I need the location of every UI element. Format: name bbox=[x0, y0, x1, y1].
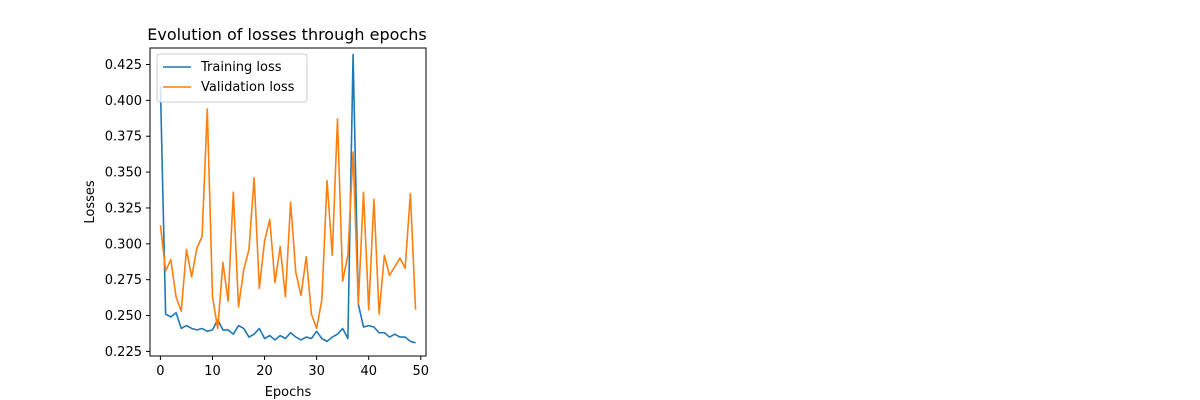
x-axis: 0 10 20 30 40 50 bbox=[156, 356, 429, 379]
series-line-training-loss bbox=[159, 53, 416, 344]
x-tick-label: 10 bbox=[204, 364, 221, 379]
legend: Training loss Validation loss bbox=[156, 53, 308, 103]
y-tick-label: 0.325 bbox=[105, 201, 142, 216]
y-tick-label: 0.425 bbox=[105, 58, 142, 73]
legend-box bbox=[156, 53, 308, 103]
plot-frame bbox=[149, 47, 427, 357]
series-line-validation-loss bbox=[159, 108, 417, 330]
legend-label-validation-loss: Validation loss bbox=[201, 80, 295, 95]
x-tick-label: 40 bbox=[360, 364, 377, 379]
x-tick-label: 50 bbox=[413, 364, 430, 379]
x-axis-label: Epochs bbox=[265, 385, 312, 400]
series-group bbox=[159, 53, 417, 344]
chart-title: Evolution of losses through epochs bbox=[147, 25, 426, 44]
y-tick-label: 0.350 bbox=[105, 166, 142, 181]
y-tick-label: 0.300 bbox=[105, 237, 142, 252]
x-tick-label: 30 bbox=[308, 364, 325, 379]
y-tick-label: 0.275 bbox=[105, 273, 142, 288]
x-tick-label: 20 bbox=[256, 364, 273, 379]
y-tick-label: 0.400 bbox=[105, 94, 142, 109]
x-tick-label: 0 bbox=[156, 364, 164, 379]
legend-label-training-loss: Training loss bbox=[200, 60, 282, 75]
y-tick-label: 0.225 bbox=[105, 345, 142, 360]
y-axis: 0.225 0.250 0.275 0.300 0.325 0.350 0.375 0.400… bbox=[105, 58, 150, 360]
y-axis-label: Losses bbox=[83, 180, 98, 224]
y-tick-label: 0.375 bbox=[105, 130, 142, 145]
y-tick-label: 0.250 bbox=[105, 309, 142, 324]
